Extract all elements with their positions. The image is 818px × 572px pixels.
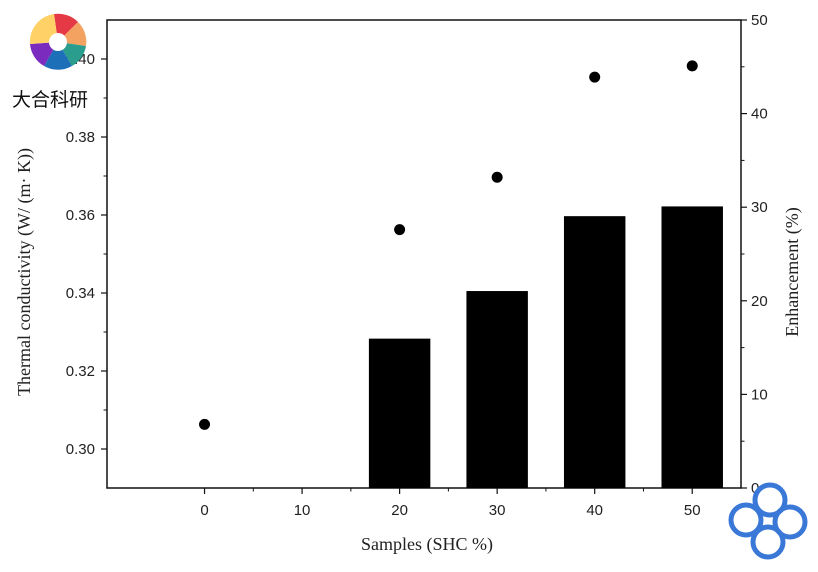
enhancement-point <box>199 418 211 430</box>
enhancement-point <box>394 224 406 236</box>
enhancement-point <box>686 60 698 72</box>
y2-tick-label: 30 <box>751 199 768 216</box>
y2-tick-label: 50 <box>751 12 768 29</box>
watermark-icon <box>728 482 808 560</box>
bar <box>368 338 431 488</box>
enhancement-point <box>589 71 601 83</box>
right-y-axis: 0 10 20 30 40 50 <box>741 12 768 497</box>
bar <box>563 216 626 489</box>
y2-tick-label: 40 <box>751 106 768 123</box>
watermark-logo <box>29 13 87 70</box>
right-y-axis-label: Enhancement (%) <box>782 207 803 336</box>
x-axis: 0 10 20 30 40 50 <box>200 488 701 519</box>
x-tick-label: 50 <box>684 502 701 519</box>
bar-series <box>368 206 723 489</box>
y-tick-label: 0.32 <box>66 363 95 380</box>
y2-tick-label: 0 <box>751 480 759 497</box>
y-tick-label: 0.34 <box>66 285 95 302</box>
x-tick-label: 10 <box>294 502 311 519</box>
watermark-text: 大合科研 <box>12 89 88 111</box>
logo-petal-purple <box>30 42 58 66</box>
y2-tick-label: 20 <box>751 293 768 310</box>
bar <box>466 291 528 488</box>
x-tick-label: 20 <box>391 502 408 519</box>
x-axis-label: Samples (SHC %) <box>361 534 493 555</box>
y-tick-label: 0.36 <box>66 207 95 224</box>
y2-tick-label: 10 <box>751 386 768 403</box>
enhancement-point <box>491 171 503 183</box>
x-tick-label: 30 <box>489 502 506 519</box>
x-tick-label: 40 <box>586 502 603 519</box>
x-tick-label: 0 <box>200 502 208 519</box>
left-y-axis-label: Thermal conductivity (W/ (m· K)) <box>14 148 35 396</box>
enhancement-series <box>199 60 698 430</box>
logo-petal-green <box>58 42 86 66</box>
left-y-axis: 0.300.320.340.360.380.40 <box>66 51 107 458</box>
bar <box>661 206 723 489</box>
y-tick-label: 0.30 <box>66 441 95 458</box>
y-tick-label: 0.38 <box>66 129 95 146</box>
logo-petal-blue <box>44 42 72 70</box>
logo-center <box>49 33 67 51</box>
